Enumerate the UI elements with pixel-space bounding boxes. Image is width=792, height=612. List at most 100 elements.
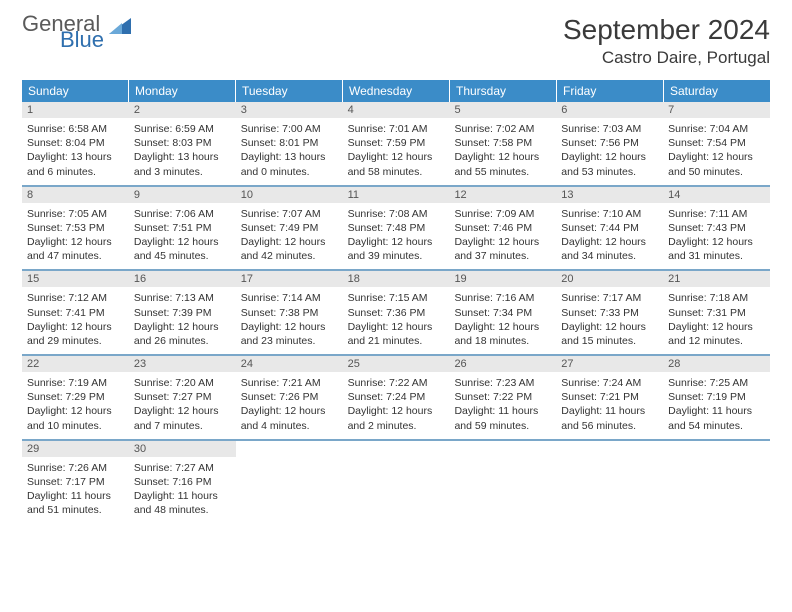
sunrise-text: Sunrise: 7:21 AM <box>241 376 338 390</box>
sunrise-text: Sunrise: 7:22 AM <box>348 376 445 390</box>
sunrise-text: Sunrise: 7:02 AM <box>454 122 551 136</box>
day-cell: 13Sunrise: 7:10 AMSunset: 7:44 PMDayligh… <box>556 187 663 270</box>
day-cell: 15Sunrise: 7:12 AMSunset: 7:41 PMDayligh… <box>22 271 129 354</box>
day-body: Sunrise: 7:20 AMSunset: 7:27 PMDaylight:… <box>129 372 236 433</box>
day-body: Sunrise: 7:06 AMSunset: 7:51 PMDaylight:… <box>129 203 236 264</box>
sunset-text: Sunset: 7:49 PM <box>241 221 338 235</box>
day-body: Sunrise: 7:11 AMSunset: 7:43 PMDaylight:… <box>663 203 770 264</box>
sunset-text: Sunset: 8:04 PM <box>27 136 124 150</box>
sunset-text: Sunset: 7:54 PM <box>668 136 765 150</box>
sunset-text: Sunset: 7:24 PM <box>348 390 445 404</box>
daylight-text: Daylight: 12 hours and 4 minutes. <box>241 404 338 432</box>
sunset-text: Sunset: 7:19 PM <box>668 390 765 404</box>
day-cell: 23Sunrise: 7:20 AMSunset: 7:27 PMDayligh… <box>129 356 236 439</box>
sunrise-text: Sunrise: 7:01 AM <box>348 122 445 136</box>
sunset-text: Sunset: 7:56 PM <box>561 136 658 150</box>
sunrise-text: Sunrise: 7:11 AM <box>668 207 765 221</box>
sunset-text: Sunset: 7:22 PM <box>454 390 551 404</box>
triangle-icon <box>107 14 133 45</box>
sunset-text: Sunset: 7:43 PM <box>668 221 765 235</box>
day-cell: 28Sunrise: 7:25 AMSunset: 7:19 PMDayligh… <box>663 356 770 439</box>
day-body: Sunrise: 7:13 AMSunset: 7:39 PMDaylight:… <box>129 287 236 348</box>
logo: General Blue <box>22 14 133 50</box>
sunrise-text: Sunrise: 7:25 AM <box>668 376 765 390</box>
sunset-text: Sunset: 7:51 PM <box>134 221 231 235</box>
day-cell: 3Sunrise: 7:00 AMSunset: 8:01 PMDaylight… <box>236 102 343 185</box>
sunset-text: Sunset: 7:38 PM <box>241 306 338 320</box>
sunset-text: Sunset: 7:44 PM <box>561 221 658 235</box>
daylight-text: Daylight: 12 hours and 23 minutes. <box>241 320 338 348</box>
day-number: 7 <box>663 102 770 118</box>
empty-cell <box>556 441 663 524</box>
sunrise-text: Sunrise: 7:08 AM <box>348 207 445 221</box>
day-cell: 22Sunrise: 7:19 AMSunset: 7:29 PMDayligh… <box>22 356 129 439</box>
empty-cell <box>449 441 556 524</box>
weekday-header: Saturday <box>664 80 770 102</box>
sunset-text: Sunset: 7:27 PM <box>134 390 231 404</box>
day-cell: 6Sunrise: 7:03 AMSunset: 7:56 PMDaylight… <box>556 102 663 185</box>
day-cell: 1Sunrise: 6:58 AMSunset: 8:04 PMDaylight… <box>22 102 129 185</box>
daylight-text: Daylight: 11 hours and 59 minutes. <box>454 404 551 432</box>
day-body: Sunrise: 7:01 AMSunset: 7:59 PMDaylight:… <box>343 118 450 179</box>
day-cell: 20Sunrise: 7:17 AMSunset: 7:33 PMDayligh… <box>556 271 663 354</box>
daylight-text: Daylight: 12 hours and 26 minutes. <box>134 320 231 348</box>
sunrise-text: Sunrise: 7:15 AM <box>348 291 445 305</box>
day-body: Sunrise: 6:58 AMSunset: 8:04 PMDaylight:… <box>22 118 129 179</box>
sunrise-text: Sunrise: 7:26 AM <box>27 461 124 475</box>
day-body: Sunrise: 7:26 AMSunset: 7:17 PMDaylight:… <box>22 457 129 518</box>
day-cell: 25Sunrise: 7:22 AMSunset: 7:24 PMDayligh… <box>343 356 450 439</box>
sunset-text: Sunset: 7:41 PM <box>27 306 124 320</box>
sunrise-text: Sunrise: 7:24 AM <box>561 376 658 390</box>
daylight-text: Daylight: 12 hours and 2 minutes. <box>348 404 445 432</box>
sunrise-text: Sunrise: 7:16 AM <box>454 291 551 305</box>
weekday-header: Thursday <box>450 80 557 102</box>
day-cell: 8Sunrise: 7:05 AMSunset: 7:53 PMDaylight… <box>22 187 129 270</box>
daylight-text: Daylight: 12 hours and 39 minutes. <box>348 235 445 263</box>
day-body: Sunrise: 7:23 AMSunset: 7:22 PMDaylight:… <box>449 372 556 433</box>
sunrise-text: Sunrise: 7:04 AM <box>668 122 765 136</box>
day-number: 14 <box>663 187 770 203</box>
day-cell: 5Sunrise: 7:02 AMSunset: 7:58 PMDaylight… <box>449 102 556 185</box>
daylight-text: Daylight: 11 hours and 51 minutes. <box>27 489 124 517</box>
sunset-text: Sunset: 7:39 PM <box>134 306 231 320</box>
daylight-text: Daylight: 11 hours and 54 minutes. <box>668 404 765 432</box>
day-body: Sunrise: 7:09 AMSunset: 7:46 PMDaylight:… <box>449 203 556 264</box>
sunrise-text: Sunrise: 7:20 AM <box>134 376 231 390</box>
daylight-text: Daylight: 11 hours and 56 minutes. <box>561 404 658 432</box>
day-number: 11 <box>343 187 450 203</box>
daylight-text: Daylight: 12 hours and 29 minutes. <box>27 320 124 348</box>
day-number: 17 <box>236 271 343 287</box>
day-body: Sunrise: 7:07 AMSunset: 7:49 PMDaylight:… <box>236 203 343 264</box>
sunset-text: Sunset: 7:29 PM <box>27 390 124 404</box>
week-row: 15Sunrise: 7:12 AMSunset: 7:41 PMDayligh… <box>22 271 770 356</box>
sunset-text: Sunset: 7:26 PM <box>241 390 338 404</box>
daylight-text: Daylight: 11 hours and 48 minutes. <box>134 489 231 517</box>
daylight-text: Daylight: 12 hours and 47 minutes. <box>27 235 124 263</box>
sunset-text: Sunset: 8:01 PM <box>241 136 338 150</box>
day-cell: 2Sunrise: 6:59 AMSunset: 8:03 PMDaylight… <box>129 102 236 185</box>
daylight-text: Daylight: 12 hours and 21 minutes. <box>348 320 445 348</box>
day-body: Sunrise: 7:22 AMSunset: 7:24 PMDaylight:… <box>343 372 450 433</box>
sunrise-text: Sunrise: 7:23 AM <box>454 376 551 390</box>
day-cell: 26Sunrise: 7:23 AMSunset: 7:22 PMDayligh… <box>449 356 556 439</box>
day-number: 5 <box>449 102 556 118</box>
day-number: 25 <box>343 356 450 372</box>
sunset-text: Sunset: 7:16 PM <box>134 475 231 489</box>
day-number: 6 <box>556 102 663 118</box>
empty-cell <box>236 441 343 524</box>
day-number: 21 <box>663 271 770 287</box>
day-body: Sunrise: 7:04 AMSunset: 7:54 PMDaylight:… <box>663 118 770 179</box>
sunrise-text: Sunrise: 7:00 AM <box>241 122 338 136</box>
daylight-text: Daylight: 13 hours and 6 minutes. <box>27 150 124 178</box>
day-body: Sunrise: 7:03 AMSunset: 7:56 PMDaylight:… <box>556 118 663 179</box>
day-number: 23 <box>129 356 236 372</box>
title-block: September 2024 Castro Daire, Portugal <box>563 14 770 68</box>
daylight-text: Daylight: 12 hours and 55 minutes. <box>454 150 551 178</box>
sunset-text: Sunset: 8:03 PM <box>134 136 231 150</box>
daylight-text: Daylight: 12 hours and 42 minutes. <box>241 235 338 263</box>
day-number: 13 <box>556 187 663 203</box>
day-cell: 21Sunrise: 7:18 AMSunset: 7:31 PMDayligh… <box>663 271 770 354</box>
daylight-text: Daylight: 13 hours and 3 minutes. <box>134 150 231 178</box>
day-body: Sunrise: 7:24 AMSunset: 7:21 PMDaylight:… <box>556 372 663 433</box>
day-cell: 27Sunrise: 7:24 AMSunset: 7:21 PMDayligh… <box>556 356 663 439</box>
